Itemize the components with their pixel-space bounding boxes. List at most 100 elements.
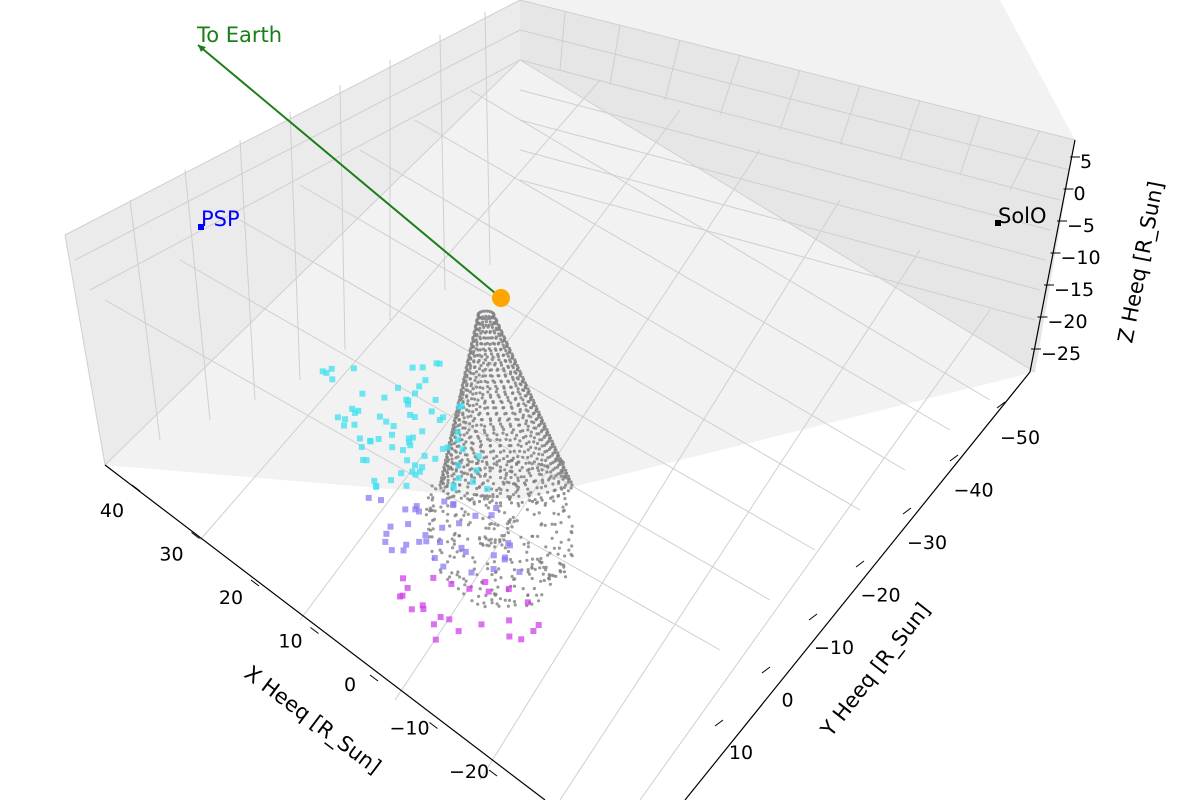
model-point <box>460 507 464 511</box>
model-point <box>569 480 573 484</box>
model-point <box>476 348 480 352</box>
psp-label: PSP <box>201 207 240 231</box>
model-point <box>497 332 501 336</box>
model-point <box>535 457 539 461</box>
model-point <box>462 442 466 446</box>
grid-line <box>64 234 106 466</box>
model-point <box>472 354 477 358</box>
model-point <box>470 397 474 401</box>
model-point <box>521 455 525 459</box>
observed-point <box>419 602 426 609</box>
model-point <box>471 387 475 391</box>
model-point <box>539 561 543 565</box>
model-point <box>549 474 553 478</box>
model-point <box>531 398 536 402</box>
model-point <box>516 455 520 459</box>
model-point <box>483 406 487 410</box>
grid-line <box>519 179 1036 321</box>
model-point <box>481 323 485 327</box>
model-point <box>513 362 517 366</box>
model-point <box>487 494 492 498</box>
model-point <box>465 402 470 406</box>
model-point <box>506 604 510 608</box>
model-point <box>511 378 515 382</box>
model-point <box>499 576 503 580</box>
model-point <box>493 522 497 526</box>
model-point <box>518 468 522 473</box>
model-point <box>540 468 544 472</box>
model-point <box>459 388 463 392</box>
model-point <box>532 421 536 425</box>
model-point <box>546 478 551 482</box>
model-point <box>465 408 469 412</box>
x-tick-mark <box>131 484 141 492</box>
model-point <box>532 411 536 415</box>
model-point <box>446 474 450 478</box>
observed-point <box>411 414 418 420</box>
observed-point <box>506 617 513 624</box>
model-point <box>523 381 527 385</box>
model-point <box>526 593 530 598</box>
model-point <box>569 486 573 490</box>
grid-lines <box>64 0 1076 800</box>
model-point <box>536 469 541 473</box>
model-point <box>526 541 531 545</box>
model-point <box>483 474 487 478</box>
model-point <box>502 457 506 461</box>
model-point <box>540 428 544 432</box>
model-point <box>539 486 544 490</box>
model-point <box>515 364 519 368</box>
model-point <box>522 542 526 546</box>
model-point <box>507 417 511 421</box>
model-point <box>430 484 434 488</box>
grid-line <box>639 309 991 800</box>
observed-point <box>419 464 426 471</box>
model-point <box>455 550 459 554</box>
model-point <box>431 504 435 508</box>
model-point <box>519 396 523 400</box>
model-point <box>495 454 499 458</box>
model-point <box>463 471 467 475</box>
model-point <box>489 487 494 491</box>
model-point <box>558 569 562 573</box>
model-point <box>543 443 547 447</box>
model-point <box>465 388 470 392</box>
observed-point <box>432 396 439 403</box>
model-point <box>473 416 477 421</box>
model-point <box>475 343 479 347</box>
model-point <box>463 494 467 498</box>
model-point <box>502 346 506 350</box>
model-point <box>438 483 442 487</box>
model-point <box>454 450 458 454</box>
model-point <box>501 353 506 357</box>
model-point <box>476 398 480 402</box>
model-point <box>548 582 553 586</box>
model-point <box>461 426 465 430</box>
x-tick-label: 20 <box>219 587 243 609</box>
model-point <box>503 546 507 550</box>
grid-line <box>519 89 1051 231</box>
model-point <box>551 495 555 499</box>
model-point <box>560 471 564 475</box>
model-point <box>470 497 474 501</box>
model-point <box>478 445 482 449</box>
model-point <box>506 354 511 358</box>
model-point <box>544 565 548 569</box>
model-point <box>489 352 494 356</box>
model-point <box>566 477 571 481</box>
model-point <box>551 451 555 455</box>
model-point <box>521 416 525 420</box>
model-point <box>490 357 494 361</box>
model-point <box>537 410 541 414</box>
model-point <box>490 325 494 329</box>
observed-point <box>419 364 426 371</box>
model-point <box>558 561 562 565</box>
model-point <box>472 334 476 338</box>
grid-line <box>359 149 906 471</box>
observed-point <box>490 552 497 559</box>
observed-point <box>439 445 446 452</box>
observed-point <box>398 470 405 477</box>
model-point <box>483 431 487 435</box>
model-point <box>483 424 487 428</box>
model-point <box>468 498 472 502</box>
